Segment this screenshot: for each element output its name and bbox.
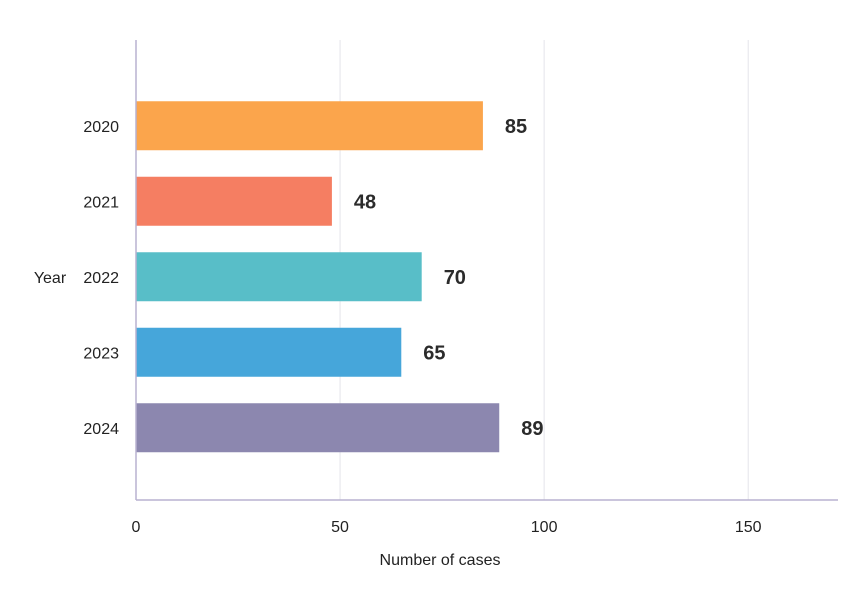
y-tick-label-2023: 2023 [83,345,119,362]
bar-2022 [136,252,422,302]
y-tick-label-2020: 2020 [83,119,119,136]
y-tick-label-2024: 2024 [83,421,119,438]
x-tick-label: 100 [531,519,558,536]
y-tick-label-2021: 2021 [83,194,119,211]
x-tick-labels: 0 50 100 150 [132,519,762,536]
bar-2021 [136,176,332,226]
bars [136,101,500,453]
data-label-2022: 70 [444,267,466,289]
y-tick-labels: 2020 2021 2022 2023 2024 [83,119,119,438]
x-tick-label: 50 [331,519,349,536]
data-label-2020: 85 [505,116,527,138]
y-axis-title: Year [34,270,67,287]
value-labels: 85 48 70 65 89 [354,116,544,440]
data-label-2024: 89 [521,418,543,440]
x-tick-label: 0 [132,519,141,536]
data-label-2021: 48 [354,191,376,213]
bar-2020 [136,101,483,151]
y-tick-label-2022: 2022 [83,270,119,287]
bar-2024 [136,403,500,453]
x-axis-title: Number of cases [380,552,501,569]
data-label-2023: 65 [423,342,445,364]
x-tick-label: 150 [735,519,762,536]
bar-2023 [136,327,402,377]
